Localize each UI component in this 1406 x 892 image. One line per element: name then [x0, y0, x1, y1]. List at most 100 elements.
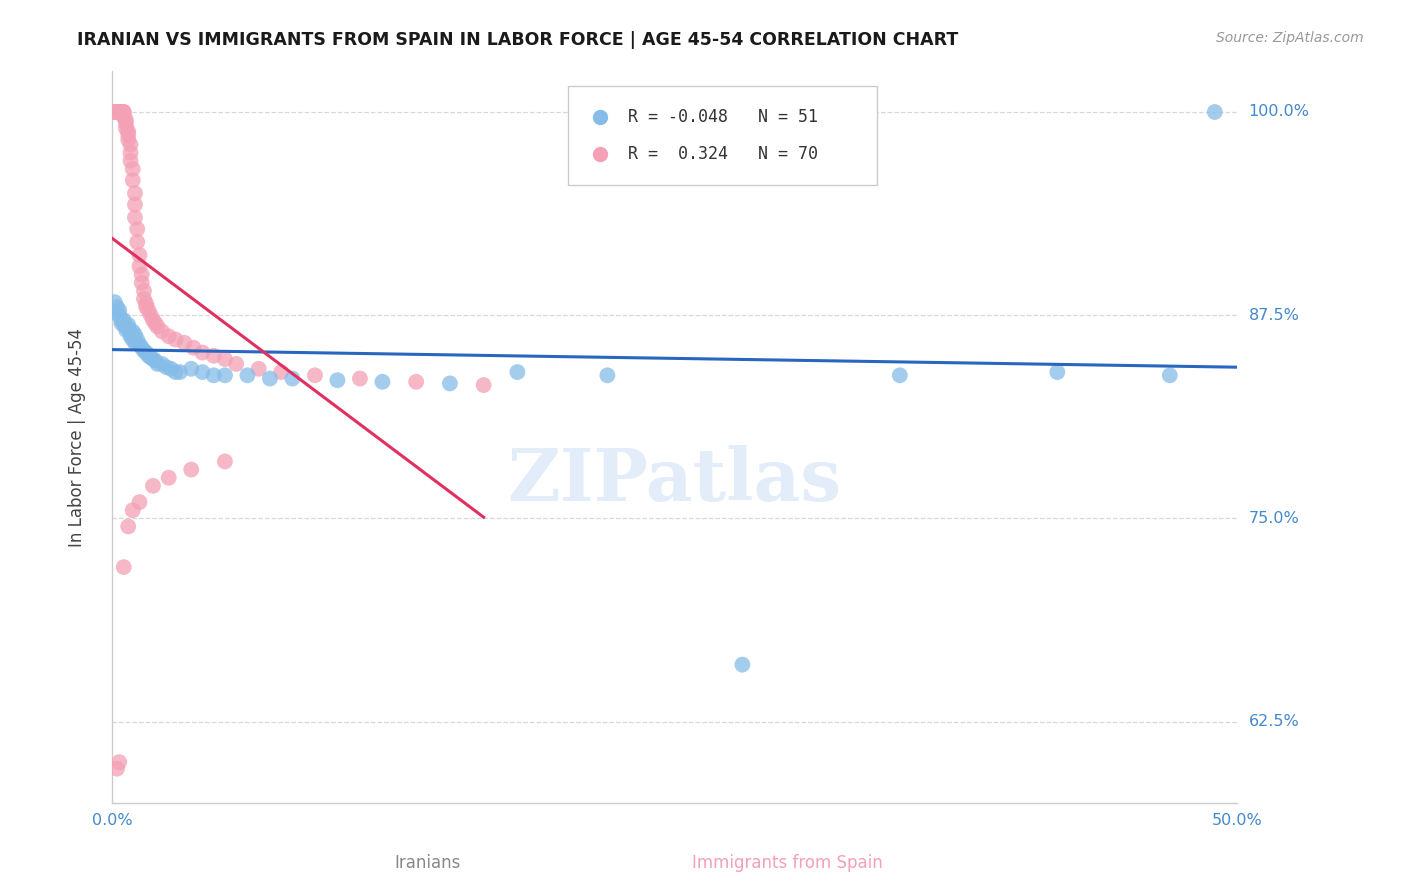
Point — [115, 323, 138, 337]
Point — [105, 105, 128, 120]
Point — [157, 329, 180, 343]
Point — [124, 186, 146, 201]
Point — [138, 303, 160, 318]
Point — [131, 276, 153, 290]
Point — [112, 105, 135, 120]
Point — [165, 365, 187, 379]
Point — [117, 133, 139, 147]
Point — [108, 308, 131, 322]
Point — [108, 755, 131, 769]
Point — [115, 319, 138, 334]
Text: 100.0%: 100.0% — [1249, 104, 1309, 120]
Point — [180, 361, 202, 376]
Point — [131, 341, 153, 355]
Point — [173, 335, 195, 350]
Point — [1159, 368, 1181, 383]
Point — [121, 325, 143, 339]
Point — [405, 375, 427, 389]
Point — [143, 316, 166, 330]
Point — [127, 333, 149, 347]
Point — [128, 260, 150, 274]
Point — [142, 313, 165, 327]
Point — [117, 321, 139, 335]
Point — [124, 327, 146, 342]
Point — [214, 352, 236, 367]
Point — [124, 211, 146, 225]
Y-axis label: In Labor Force | Age 45-54: In Labor Force | Age 45-54 — [67, 327, 86, 547]
Point — [160, 361, 183, 376]
Point — [214, 368, 236, 383]
Point — [180, 462, 202, 476]
Text: ZIPatlas: ZIPatlas — [508, 445, 842, 516]
Point — [132, 284, 155, 298]
Point — [214, 454, 236, 468]
Point — [105, 105, 128, 120]
Text: 75.0%: 75.0% — [1249, 511, 1299, 526]
Point — [326, 373, 349, 387]
Point — [124, 335, 146, 350]
Point — [142, 352, 165, 367]
Point — [105, 105, 128, 120]
Point — [120, 329, 142, 343]
Point — [112, 105, 135, 120]
Point — [112, 108, 135, 122]
Point — [105, 307, 128, 321]
Point — [236, 368, 259, 383]
Point — [1076, 288, 1098, 302]
Point — [112, 313, 135, 327]
Point — [165, 333, 187, 347]
Point — [1076, 206, 1098, 220]
Point — [202, 349, 225, 363]
Point — [128, 248, 150, 262]
Point — [155, 360, 177, 375]
Point — [108, 105, 131, 120]
Point — [472, 378, 495, 392]
Point — [112, 560, 135, 574]
Point — [110, 316, 132, 330]
Point — [191, 365, 214, 379]
Point — [117, 124, 139, 138]
Point — [146, 357, 169, 371]
Point — [127, 235, 149, 249]
Point — [889, 368, 911, 383]
Point — [121, 173, 143, 187]
Point — [110, 313, 132, 327]
Point — [191, 345, 214, 359]
Point — [120, 326, 142, 340]
Point — [270, 365, 292, 379]
Point — [124, 197, 146, 211]
Point — [225, 357, 247, 371]
Point — [138, 349, 160, 363]
Point — [157, 471, 180, 485]
Point — [596, 368, 619, 383]
Point — [183, 341, 205, 355]
Point — [108, 105, 131, 120]
Point — [104, 295, 127, 310]
Point — [142, 479, 165, 493]
Point — [115, 113, 138, 128]
Point — [115, 116, 138, 130]
Point — [132, 343, 155, 358]
Point — [731, 657, 754, 672]
Point — [104, 105, 127, 120]
Text: R =  0.324   N = 70: R = 0.324 N = 70 — [627, 145, 818, 163]
Point — [247, 361, 270, 376]
Point — [506, 365, 529, 379]
Point — [112, 110, 135, 124]
Text: IRANIAN VS IMMIGRANTS FROM SPAIN IN LABOR FORCE | AGE 45-54 CORRELATION CHART: IRANIAN VS IMMIGRANTS FROM SPAIN IN LABO… — [77, 31, 959, 49]
Point — [105, 300, 128, 314]
Text: 62.5%: 62.5% — [1249, 714, 1299, 729]
Point — [117, 128, 139, 142]
Point — [132, 292, 155, 306]
Point — [117, 318, 139, 332]
Point — [135, 297, 157, 311]
Point — [104, 105, 127, 120]
Point — [120, 137, 142, 152]
Point — [112, 316, 135, 330]
Point — [131, 268, 153, 282]
Point — [110, 105, 132, 120]
Point — [349, 371, 371, 385]
Point — [121, 161, 143, 176]
Point — [121, 503, 143, 517]
Point — [150, 357, 173, 371]
